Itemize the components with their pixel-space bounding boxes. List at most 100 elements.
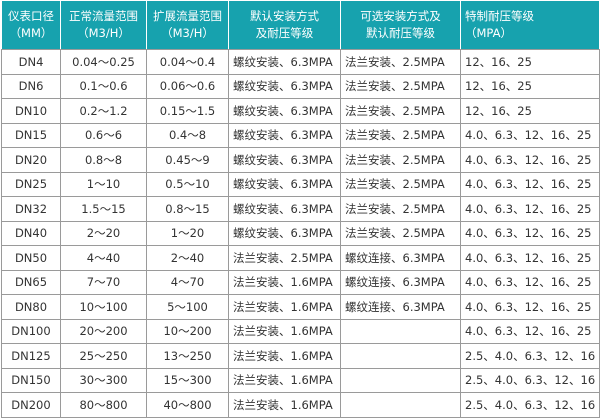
table-cell: 30～300 bbox=[60, 367, 147, 393]
table-cell: DN125 bbox=[1, 343, 61, 369]
table-cell: 2～20 bbox=[60, 220, 147, 246]
table-row: DN25 1～10 0.5～10 螺纹安装、6.3MPA 法兰安装、2.5MPA 4.0、… bbox=[1, 171, 600, 197]
table-cell bbox=[340, 343, 461, 369]
header-line: 默认耐压等级 bbox=[366, 26, 435, 40]
header-line: 特制耐压等级 bbox=[465, 9, 534, 23]
table-cell: DN100 bbox=[1, 318, 61, 344]
table-cell: 0.4～8 bbox=[146, 122, 229, 148]
table-cell: 螺纹安装、6.3MPA bbox=[228, 171, 341, 197]
table-cell: DN6 bbox=[1, 73, 61, 99]
column-header: 仪表口径 （MM） bbox=[1, 0, 61, 50]
table-cell: 法兰安装、1.6MPA bbox=[228, 392, 341, 418]
table-cell: 2.5、4.0、6.3、12、16 bbox=[460, 392, 600, 418]
table-cell: DN80 bbox=[1, 294, 61, 320]
table-cell: DN50 bbox=[1, 245, 61, 271]
table-row: DN20 0.8～8 0.45～9 螺纹安装、6.3MPA 法兰安装、2.5MPA 4.0… bbox=[1, 147, 600, 173]
table-cell: DN15 bbox=[1, 122, 61, 148]
column-header: 扩展流量范围 （M3/H） bbox=[146, 0, 229, 50]
table-cell: 12、16、25 bbox=[460, 73, 600, 99]
table-cell: 4.0、6.3、12、16、25 bbox=[460, 196, 600, 222]
header-line: （MM） bbox=[9, 26, 53, 40]
column-header: 默认安装方式 及耐压等级 bbox=[228, 0, 341, 50]
table-cell: 13～250 bbox=[146, 343, 229, 369]
header-line: 扩展流量范围 bbox=[153, 9, 222, 23]
table-row: DN150 30～300 15～300 法兰安装、1.6MPA 2.5、4.0、6.3、… bbox=[1, 367, 600, 393]
table-cell: 法兰安装、2.5MPA bbox=[340, 98, 461, 124]
header-row: 仪表口径 （MM） 正常流量范围 （M3/H） 扩展流量范围 （M3/H） 默认安装方式 及耐… bbox=[1, 0, 600, 50]
header-line: 仪表口径 bbox=[8, 9, 54, 23]
table-cell: 4～40 bbox=[60, 245, 147, 271]
table-row: DN32 1.5～15 0.8～15 螺纹安装、6.3MPA 法兰安装、2.5MPA 4.… bbox=[1, 196, 600, 222]
table-cell: 0.8～8 bbox=[60, 147, 147, 173]
table-cell: 0.5～10 bbox=[146, 171, 229, 197]
column-header: 正常流量范围 （M3/H） bbox=[60, 0, 147, 50]
table-cell: 螺纹安装、6.3MPA bbox=[228, 49, 341, 75]
table-cell: 法兰安装、2.5MPA bbox=[228, 245, 341, 271]
table-row: DN65 7～70 4～70 法兰安装、1.6MPA 螺纹连接、6.3MPA 4.0、6.… bbox=[1, 269, 600, 295]
table-cell: 法兰安装、2.5MPA bbox=[340, 122, 461, 148]
table-cell: 螺纹安装、6.3MPA bbox=[228, 196, 341, 222]
table-cell: 20～200 bbox=[60, 318, 147, 344]
table-cell: 法兰安装、2.5MPA bbox=[340, 196, 461, 222]
table-cell: DN40 bbox=[1, 220, 61, 246]
table-cell: DN4 bbox=[1, 49, 61, 75]
table-cell: DN150 bbox=[1, 367, 61, 393]
table-cell: 0.15～1.5 bbox=[146, 98, 229, 124]
table-cell: 2.5、4.0、6.3、12、16 bbox=[460, 367, 600, 393]
table-cell bbox=[340, 318, 461, 344]
table-cell: 螺纹安装、6.3MPA bbox=[228, 98, 341, 124]
table-cell: 1.5～15 bbox=[60, 196, 147, 222]
table-cell: 5～100 bbox=[146, 294, 229, 320]
table-cell: 4.0、6.3、12、16、25 bbox=[460, 294, 600, 320]
table-cell: 0.8～15 bbox=[146, 196, 229, 222]
table-cell: 40～800 bbox=[146, 392, 229, 418]
table-cell: 螺纹连接、6.3MPA bbox=[340, 294, 461, 320]
header-line: （M3/H） bbox=[77, 26, 130, 40]
table-cell: 0.04～0.25 bbox=[60, 49, 147, 75]
table-cell: DN65 bbox=[1, 269, 61, 295]
table-cell: 4.0、6.3、12、16、25 bbox=[460, 122, 600, 148]
table-cell: 2.5、4.0、6.3、12、16 bbox=[460, 343, 600, 369]
table-cell: 1～20 bbox=[146, 220, 229, 246]
header-line: 正常流量范围 bbox=[69, 9, 138, 23]
table-cell: 80～800 bbox=[60, 392, 147, 418]
table-cell: 0.6～6 bbox=[60, 122, 147, 148]
table-cell: 螺纹安装、6.3MPA bbox=[228, 122, 341, 148]
table-cell: DN32 bbox=[1, 196, 61, 222]
header-line: （MPA） bbox=[465, 26, 512, 40]
table-row: DN15 0.6～6 0.4～8 螺纹安装、6.3MPA 法兰安装、2.5MPA 4.0、… bbox=[1, 122, 600, 148]
table-cell: 0.04～0.4 bbox=[146, 49, 229, 75]
table-cell: 法兰安装、1.6MPA bbox=[228, 367, 341, 393]
table-cell: DN10 bbox=[1, 98, 61, 124]
column-header: 特制耐压等级 （MPA） bbox=[460, 0, 600, 50]
table-cell: 2～40 bbox=[146, 245, 229, 271]
table-cell: DN25 bbox=[1, 171, 61, 197]
table-cell: 螺纹安装、6.3MPA bbox=[228, 73, 341, 99]
table-cell: 4.0、6.3、12、16、25 bbox=[460, 171, 600, 197]
table-row: DN200 80～800 40～800 法兰安装、1.6MPA 2.5、4.0、6.3、… bbox=[1, 392, 600, 418]
table-cell: 法兰安装、1.6MPA bbox=[228, 343, 341, 369]
table-cell: 螺纹安装、6.3MPA bbox=[228, 147, 341, 173]
table-cell: 螺纹安装、6.3MPA bbox=[228, 220, 341, 246]
table-cell: 法兰安装、2.5MPA bbox=[340, 220, 461, 246]
table-cell: 法兰安装、2.5MPA bbox=[340, 49, 461, 75]
table-cell: 法兰安装、2.5MPA bbox=[340, 171, 461, 197]
table-row: DN4 0.04～0.25 0.04～0.4 螺纹安装、6.3MPA 法兰安装、2.5M… bbox=[1, 49, 600, 75]
table-cell: DN200 bbox=[1, 392, 61, 418]
table-cell: 7～70 bbox=[60, 269, 147, 295]
table-cell: 法兰安装、2.5MPA bbox=[340, 73, 461, 99]
table-row: DN125 25～250 13～250 法兰安装、1.6MPA 2.5、4.0、6.3、… bbox=[1, 343, 600, 369]
table-cell: 25～250 bbox=[60, 343, 147, 369]
column-header: 可选安装方式及 默认耐压等级 bbox=[340, 0, 461, 50]
table-cell: 10～100 bbox=[60, 294, 147, 320]
header-line: 默认安装方式 bbox=[250, 9, 319, 23]
table-cell: 法兰安装、1.6MPA bbox=[228, 318, 341, 344]
table-cell: 0.1～0.6 bbox=[60, 73, 147, 99]
table-cell: 法兰安装、1.6MPA bbox=[228, 294, 341, 320]
table-cell bbox=[340, 367, 461, 393]
header-line: （M3/H） bbox=[161, 26, 214, 40]
table-cell: 螺纹连接、6.3MPA bbox=[340, 269, 461, 295]
header-line: 及耐压等级 bbox=[255, 26, 314, 40]
table-row: DN50 4～40 2～40 法兰安装、2.5MPA 螺纹连接、6.3MPA 4.0、6.… bbox=[1, 245, 600, 271]
table-cell: 1～10 bbox=[60, 171, 147, 197]
